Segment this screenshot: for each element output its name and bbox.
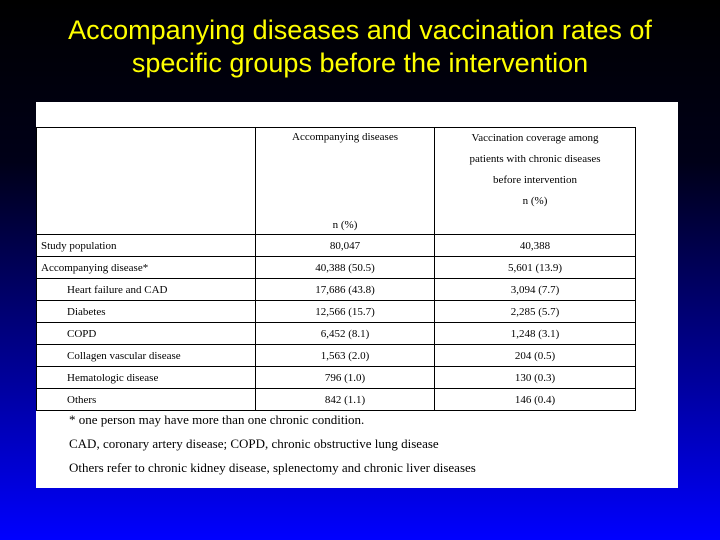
row-label: Heart failure and CAD (36, 278, 256, 301)
table-row: COPD 6,452 (8.1) 1,248 (3.1) (36, 322, 636, 345)
footnote: * one person may have more than one chro… (69, 412, 365, 427)
row-vaccination-value: 146 (0.4) (434, 388, 636, 411)
header-vaccination-cell: Vaccination coverage among patients with… (434, 127, 636, 235)
row-label: Accompanying disease* (36, 256, 256, 279)
table-row: Hematologic disease 796 (1.0) 130 (0.3) (36, 366, 636, 389)
table-row: Collagen vascular disease 1,563 (2.0) 20… (36, 344, 636, 367)
header-blank-cell (36, 127, 256, 235)
row-accompanying-value: 40,388 (50.5) (255, 256, 435, 279)
row-label: Collagen vascular disease (36, 344, 256, 367)
slide-title: Accompanying diseases and vaccination ra… (0, 14, 720, 80)
title-line-2: specific groups before the intervention (131, 48, 589, 78)
table-panel: Accompanying diseases n (%) Vaccination … (36, 102, 678, 488)
row-accompanying-value: 796 (1.0) (255, 366, 435, 389)
title-line-1: Accompanying diseases and vaccination ra… (68, 15, 652, 45)
header-vaccination-line: patients with chronic diseases (469, 153, 601, 165)
table-row: Others 842 (1.1) 146 (0.4) (36, 388, 636, 411)
header-accompanying-title: Accompanying diseases (292, 131, 398, 143)
row-label: COPD (36, 322, 256, 345)
row-label: Study population (36, 234, 256, 257)
header-vaccination-unit: n (%) (522, 195, 548, 207)
row-accompanying-value: 80,047 (255, 234, 435, 257)
table-footnotes: * one person may have more than one chro… (69, 410, 476, 482)
row-label: Hematologic disease (36, 366, 256, 389)
row-accompanying-value: 1,563 (2.0) (255, 344, 435, 367)
data-table: Accompanying diseases n (%) Vaccination … (36, 127, 636, 411)
row-accompanying-value: 12,566 (15.7) (255, 300, 435, 323)
header-vaccination-line: Vaccination coverage among (471, 132, 599, 144)
row-vaccination-value: 40,388 (434, 234, 636, 257)
table-row: Diabetes 12,566 (15.7) 2,285 (5.7) (36, 300, 636, 323)
footnote: CAD, coronary artery disease; COPD, chro… (69, 436, 439, 451)
row-label: Others (36, 388, 256, 411)
footnote: Others refer to chronic kidney disease, … (69, 460, 476, 475)
row-vaccination-value: 130 (0.3) (434, 366, 636, 389)
table-row: Accompanying disease* 40,388 (50.5) 5,60… (36, 256, 636, 279)
row-accompanying-value: 6,452 (8.1) (255, 322, 435, 345)
header-vaccination-line: before intervention (493, 174, 577, 186)
row-vaccination-value: 5,601 (13.9) (434, 256, 636, 279)
table-row: Study population 80,047 40,388 (36, 234, 636, 257)
header-accompanying-unit: n (%) (332, 219, 358, 231)
table-header-row: Accompanying diseases n (%) Vaccination … (36, 127, 636, 235)
header-accompanying-cell: Accompanying diseases n (%) (255, 127, 435, 235)
row-label: Diabetes (36, 300, 256, 323)
table-row: Heart failure and CAD 17,686 (43.8) 3,09… (36, 278, 636, 301)
row-vaccination-value: 204 (0.5) (434, 344, 636, 367)
row-vaccination-value: 3,094 (7.7) (434, 278, 636, 301)
row-accompanying-value: 17,686 (43.8) (255, 278, 435, 301)
row-vaccination-value: 2,285 (5.7) (434, 300, 636, 323)
row-vaccination-value: 1,248 (3.1) (434, 322, 636, 345)
row-accompanying-value: 842 (1.1) (255, 388, 435, 411)
